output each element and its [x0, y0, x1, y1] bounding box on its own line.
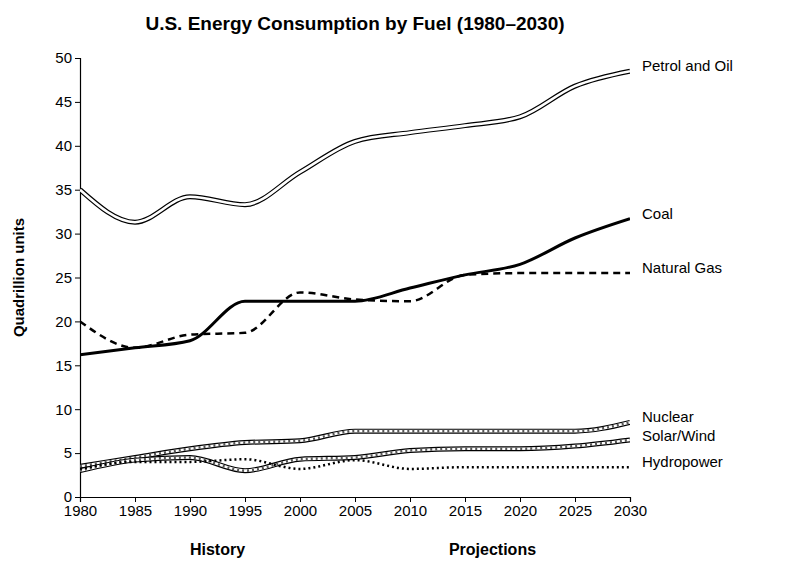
tick-label: 40: [55, 137, 72, 154]
series-line: [80, 440, 630, 471]
tick-label: 2020: [504, 502, 537, 519]
series-label: Solar/Wind: [642, 427, 715, 444]
series-line: [80, 440, 630, 471]
tick-mark: [75, 278, 80, 279]
tick: 2015: [449, 497, 482, 519]
tick-label: 2000: [284, 502, 317, 519]
tick-mark: [75, 453, 80, 454]
tick-label: 2005: [339, 502, 372, 519]
tick-label: 30: [55, 225, 72, 242]
tick-mark: [75, 409, 80, 410]
title: U.S. Energy Consumption by Fuel (1980–20…: [145, 13, 564, 34]
axis-line: [75, 59, 81, 498]
tick-mark: [75, 234, 80, 235]
tick-label: 35: [55, 181, 72, 198]
tick-mark: [75, 102, 80, 103]
tick-label: 1985: [119, 502, 152, 519]
y-axis: 0 5 10 15 20 25 30 35 40 45 50: [55, 49, 80, 505]
tick-mark: [75, 58, 80, 59]
tick: 5: [64, 444, 80, 461]
series-line: [80, 459, 630, 469]
tick-mark: [75, 365, 80, 366]
tick: 2000: [284, 497, 317, 519]
series-label: Coal: [642, 205, 673, 222]
tick-mark: [75, 321, 80, 322]
tick-mark: [75, 146, 80, 147]
tick: 2020: [504, 497, 537, 519]
tick-label: 45: [55, 93, 72, 110]
tick-label: 1995: [229, 502, 262, 519]
tick: 15: [55, 357, 80, 374]
tick: 25: [55, 269, 80, 286]
tick-label: 20: [55, 313, 72, 330]
tick: 1990: [174, 497, 207, 519]
tick: 2005: [339, 497, 372, 519]
series-label: Petrol and Oil: [642, 57, 733, 74]
annotation: Projections: [449, 541, 536, 558]
tick: 30: [55, 225, 80, 242]
tick: 10: [55, 401, 80, 418]
tick: 2010: [394, 497, 427, 519]
tick-label: 1990: [174, 502, 207, 519]
tick-mark: [75, 497, 80, 498]
tick-label: 25: [55, 269, 72, 286]
plot: 1980198519901995200020052010201520202025…: [55, 49, 733, 518]
series-line: [80, 71, 630, 222]
tick-label: 10: [55, 401, 72, 418]
series-line: [80, 71, 630, 222]
tick-label: 0: [64, 488, 72, 505]
tick: 2030: [614, 497, 647, 519]
tick: 50: [55, 49, 80, 66]
tick: 2025: [559, 497, 592, 519]
tick-label: 5: [64, 444, 72, 461]
tick: 45: [55, 93, 80, 110]
y-axis-title: Quadrillion units: [10, 218, 27, 337]
tick-label: 2030: [614, 502, 647, 519]
tick: 35: [55, 181, 80, 198]
x-axis: 1980198519901995200020052010201520202025…: [64, 497, 647, 519]
series-line: [80, 219, 630, 355]
tick-label: 2025: [559, 502, 592, 519]
tick: 20: [55, 313, 80, 330]
tick: 0: [64, 488, 80, 505]
tick: 1995: [229, 497, 262, 519]
lines: [80, 71, 630, 470]
series-label: Hydropower: [642, 453, 723, 470]
tick: 1985: [119, 497, 152, 519]
tick: 40: [55, 137, 80, 154]
series-line: [80, 273, 630, 348]
tick-label: 15: [55, 357, 72, 374]
series-line: [80, 440, 630, 471]
series-label: Nuclear: [642, 408, 694, 425]
tick-label: 2010: [394, 502, 427, 519]
annotation: History: [190, 541, 245, 558]
series-label: Natural Gas: [642, 259, 722, 276]
tick-label: 2015: [449, 502, 482, 519]
chart: 1980198519901995200020052010201520202025…: [0, 0, 800, 573]
tick-label: 50: [55, 49, 72, 66]
tick-mark: [75, 190, 80, 191]
